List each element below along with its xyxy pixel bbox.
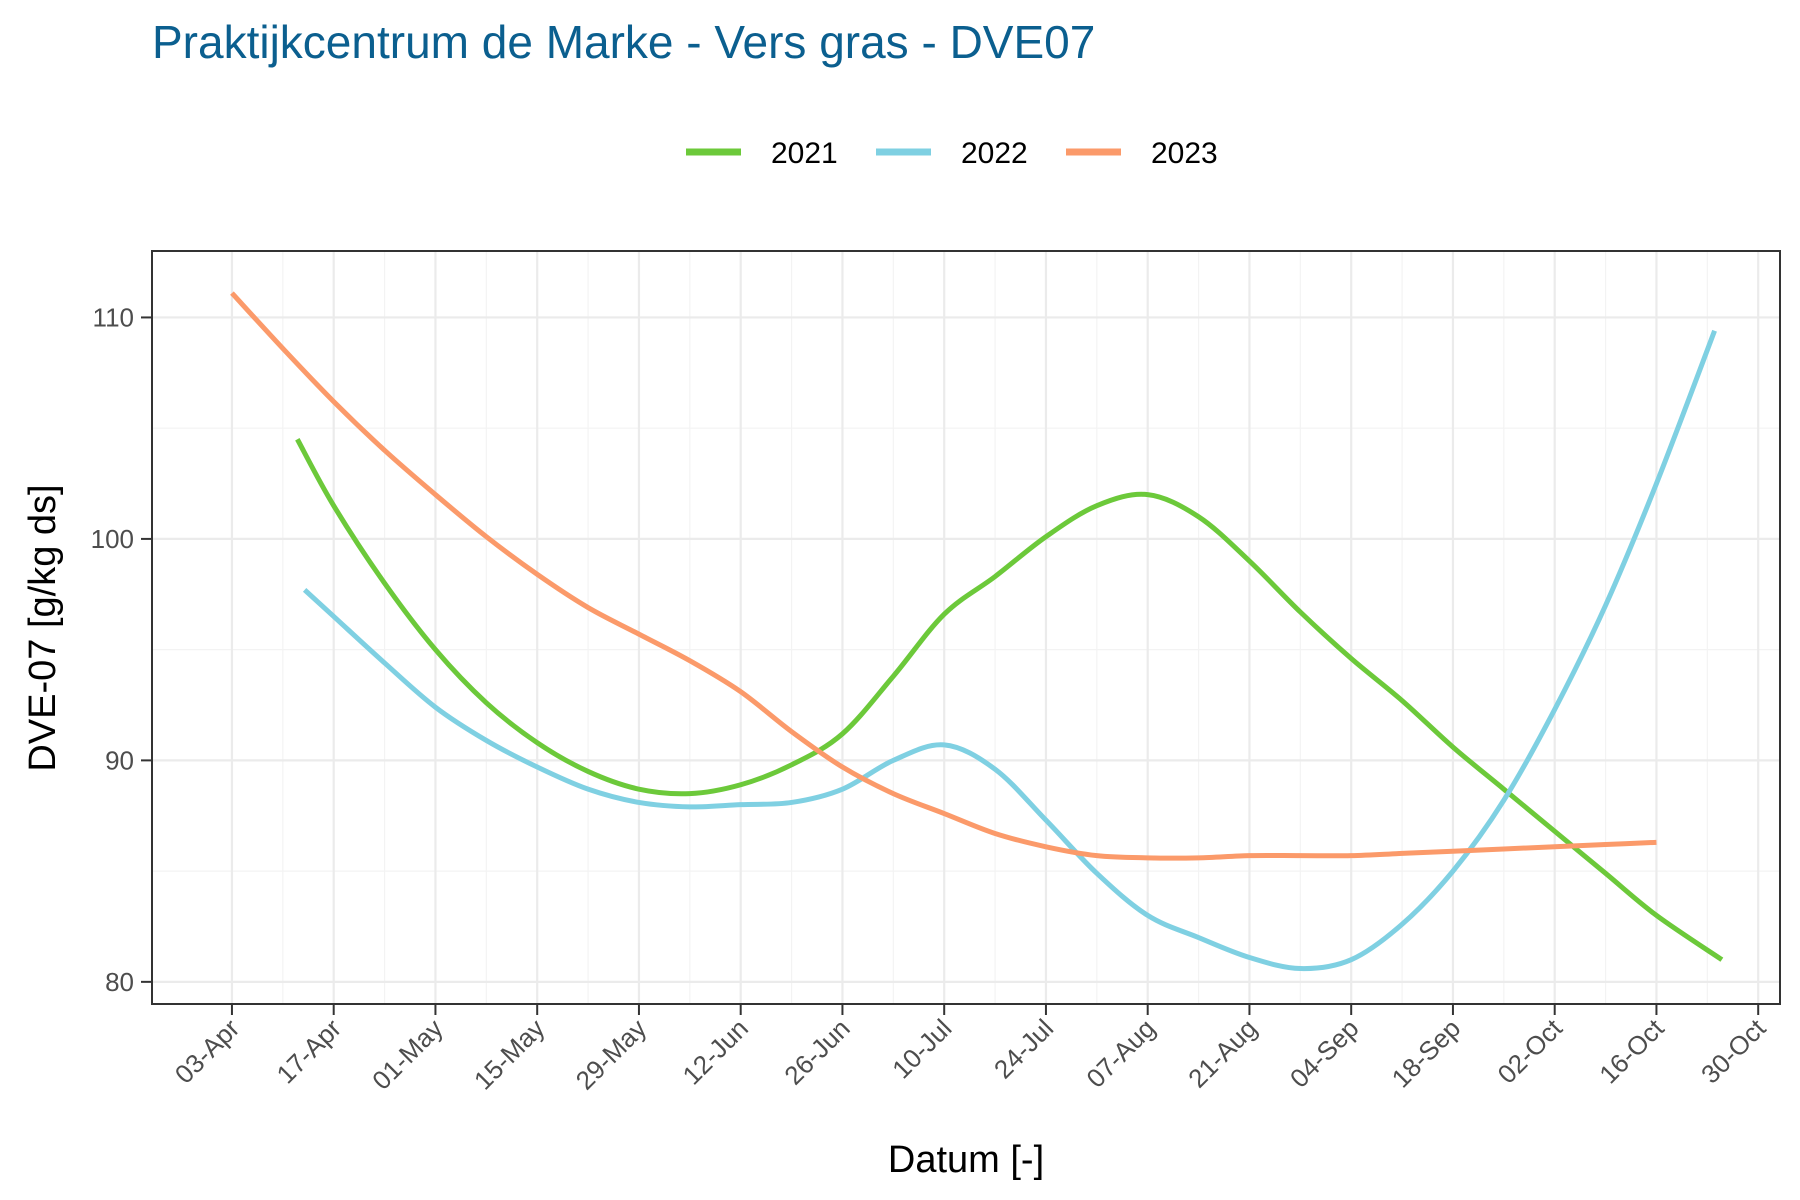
x-tick-label: 17-Apr (271, 1013, 348, 1090)
x-tick-label: 18-Sep (1386, 1013, 1466, 1093)
y-tick-label: 90 (105, 745, 134, 775)
y-axis: 80 90 100 110 (91, 302, 152, 997)
x-tick-label: 04-Sep (1284, 1013, 1364, 1093)
x-tick-label: 16-Oct (1593, 1012, 1670, 1089)
x-tick-label: 10-Jul (886, 1013, 957, 1084)
y-tick-label: 110 (93, 302, 134, 332)
plot-background (152, 251, 1780, 1004)
x-axis: 03-Apr 17-Apr 01-May 15-May 29-May 12-Jun 26-J… (169, 1004, 1772, 1096)
y-tick-label: 100 (91, 524, 134, 554)
legend-item-2021: 2021 (686, 137, 838, 170)
plot-panel-border (151, 250, 1781, 1005)
x-tick-label: 30-Oct (1695, 1012, 1772, 1089)
legend-item-2023: 2023 (1066, 137, 1218, 170)
series-layer (230, 291, 1724, 972)
x-tick-label: 26-Jun (778, 1013, 855, 1090)
x-tick-label: 12-Jun (677, 1013, 754, 1090)
grid (152, 251, 1780, 1004)
legend-label-2022: 2022 (961, 137, 1028, 170)
x-tick-label: 29-May (570, 1013, 653, 1096)
x-tick-label: 01-May (366, 1013, 449, 1096)
legend-item-2022: 2022 (876, 137, 1028, 170)
y-tick-label: 80 (105, 967, 134, 997)
series-line-2023 (230, 291, 1657, 861)
y-axis-title: DVE-07 [g/kg ds] (22, 484, 64, 771)
x-tick-label: 07-Aug (1080, 1013, 1160, 1093)
x-tick-label: 03-Apr (169, 1013, 246, 1090)
legend-label-2023: 2023 (1151, 137, 1218, 170)
series-line-2022 (302, 329, 1717, 972)
x-tick-label: 21-Aug (1182, 1013, 1262, 1093)
chart-title: Praktijkcentrum de Marke - Vers gras - D… (152, 16, 1095, 68)
x-tick-label: 02-Oct (1492, 1012, 1569, 1089)
legend: 2021 2022 2023 (686, 137, 1218, 170)
x-tick-label: 24-Jul (988, 1013, 1059, 1084)
series-line-2021 (295, 438, 1724, 962)
x-axis-title: Datum [-] (888, 1139, 1044, 1181)
legend-label-2021: 2021 (771, 137, 838, 170)
x-tick-label: 15-May (468, 1013, 551, 1096)
